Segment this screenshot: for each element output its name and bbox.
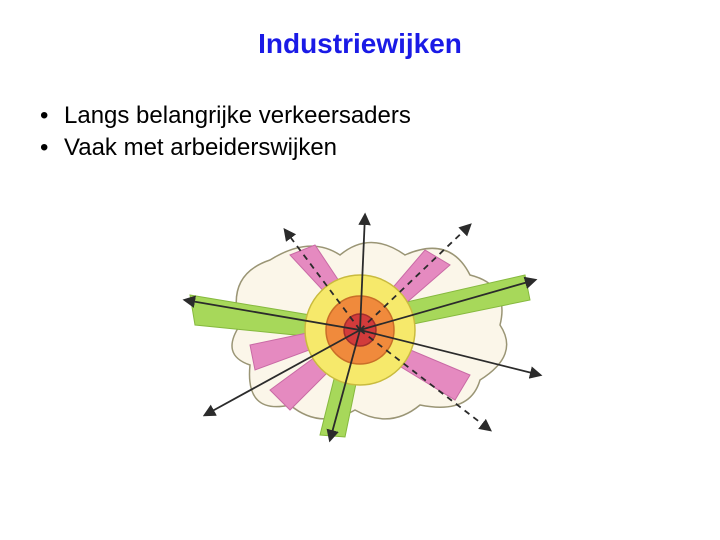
- bullet-item: Vaak met arbeiderswijken: [40, 132, 690, 164]
- slide-title: Industriewijken: [30, 28, 690, 60]
- diagram-container: [30, 205, 690, 445]
- bullet-item: Langs belangrijke verkeersaders: [40, 100, 690, 132]
- slide: Industriewijken Langs belangrijke verkee…: [0, 0, 720, 540]
- diagram-svg: [170, 205, 550, 445]
- bullet-list: Langs belangrijke verkeersaders Vaak met…: [30, 100, 690, 165]
- city-structure-diagram: [170, 205, 550, 445]
